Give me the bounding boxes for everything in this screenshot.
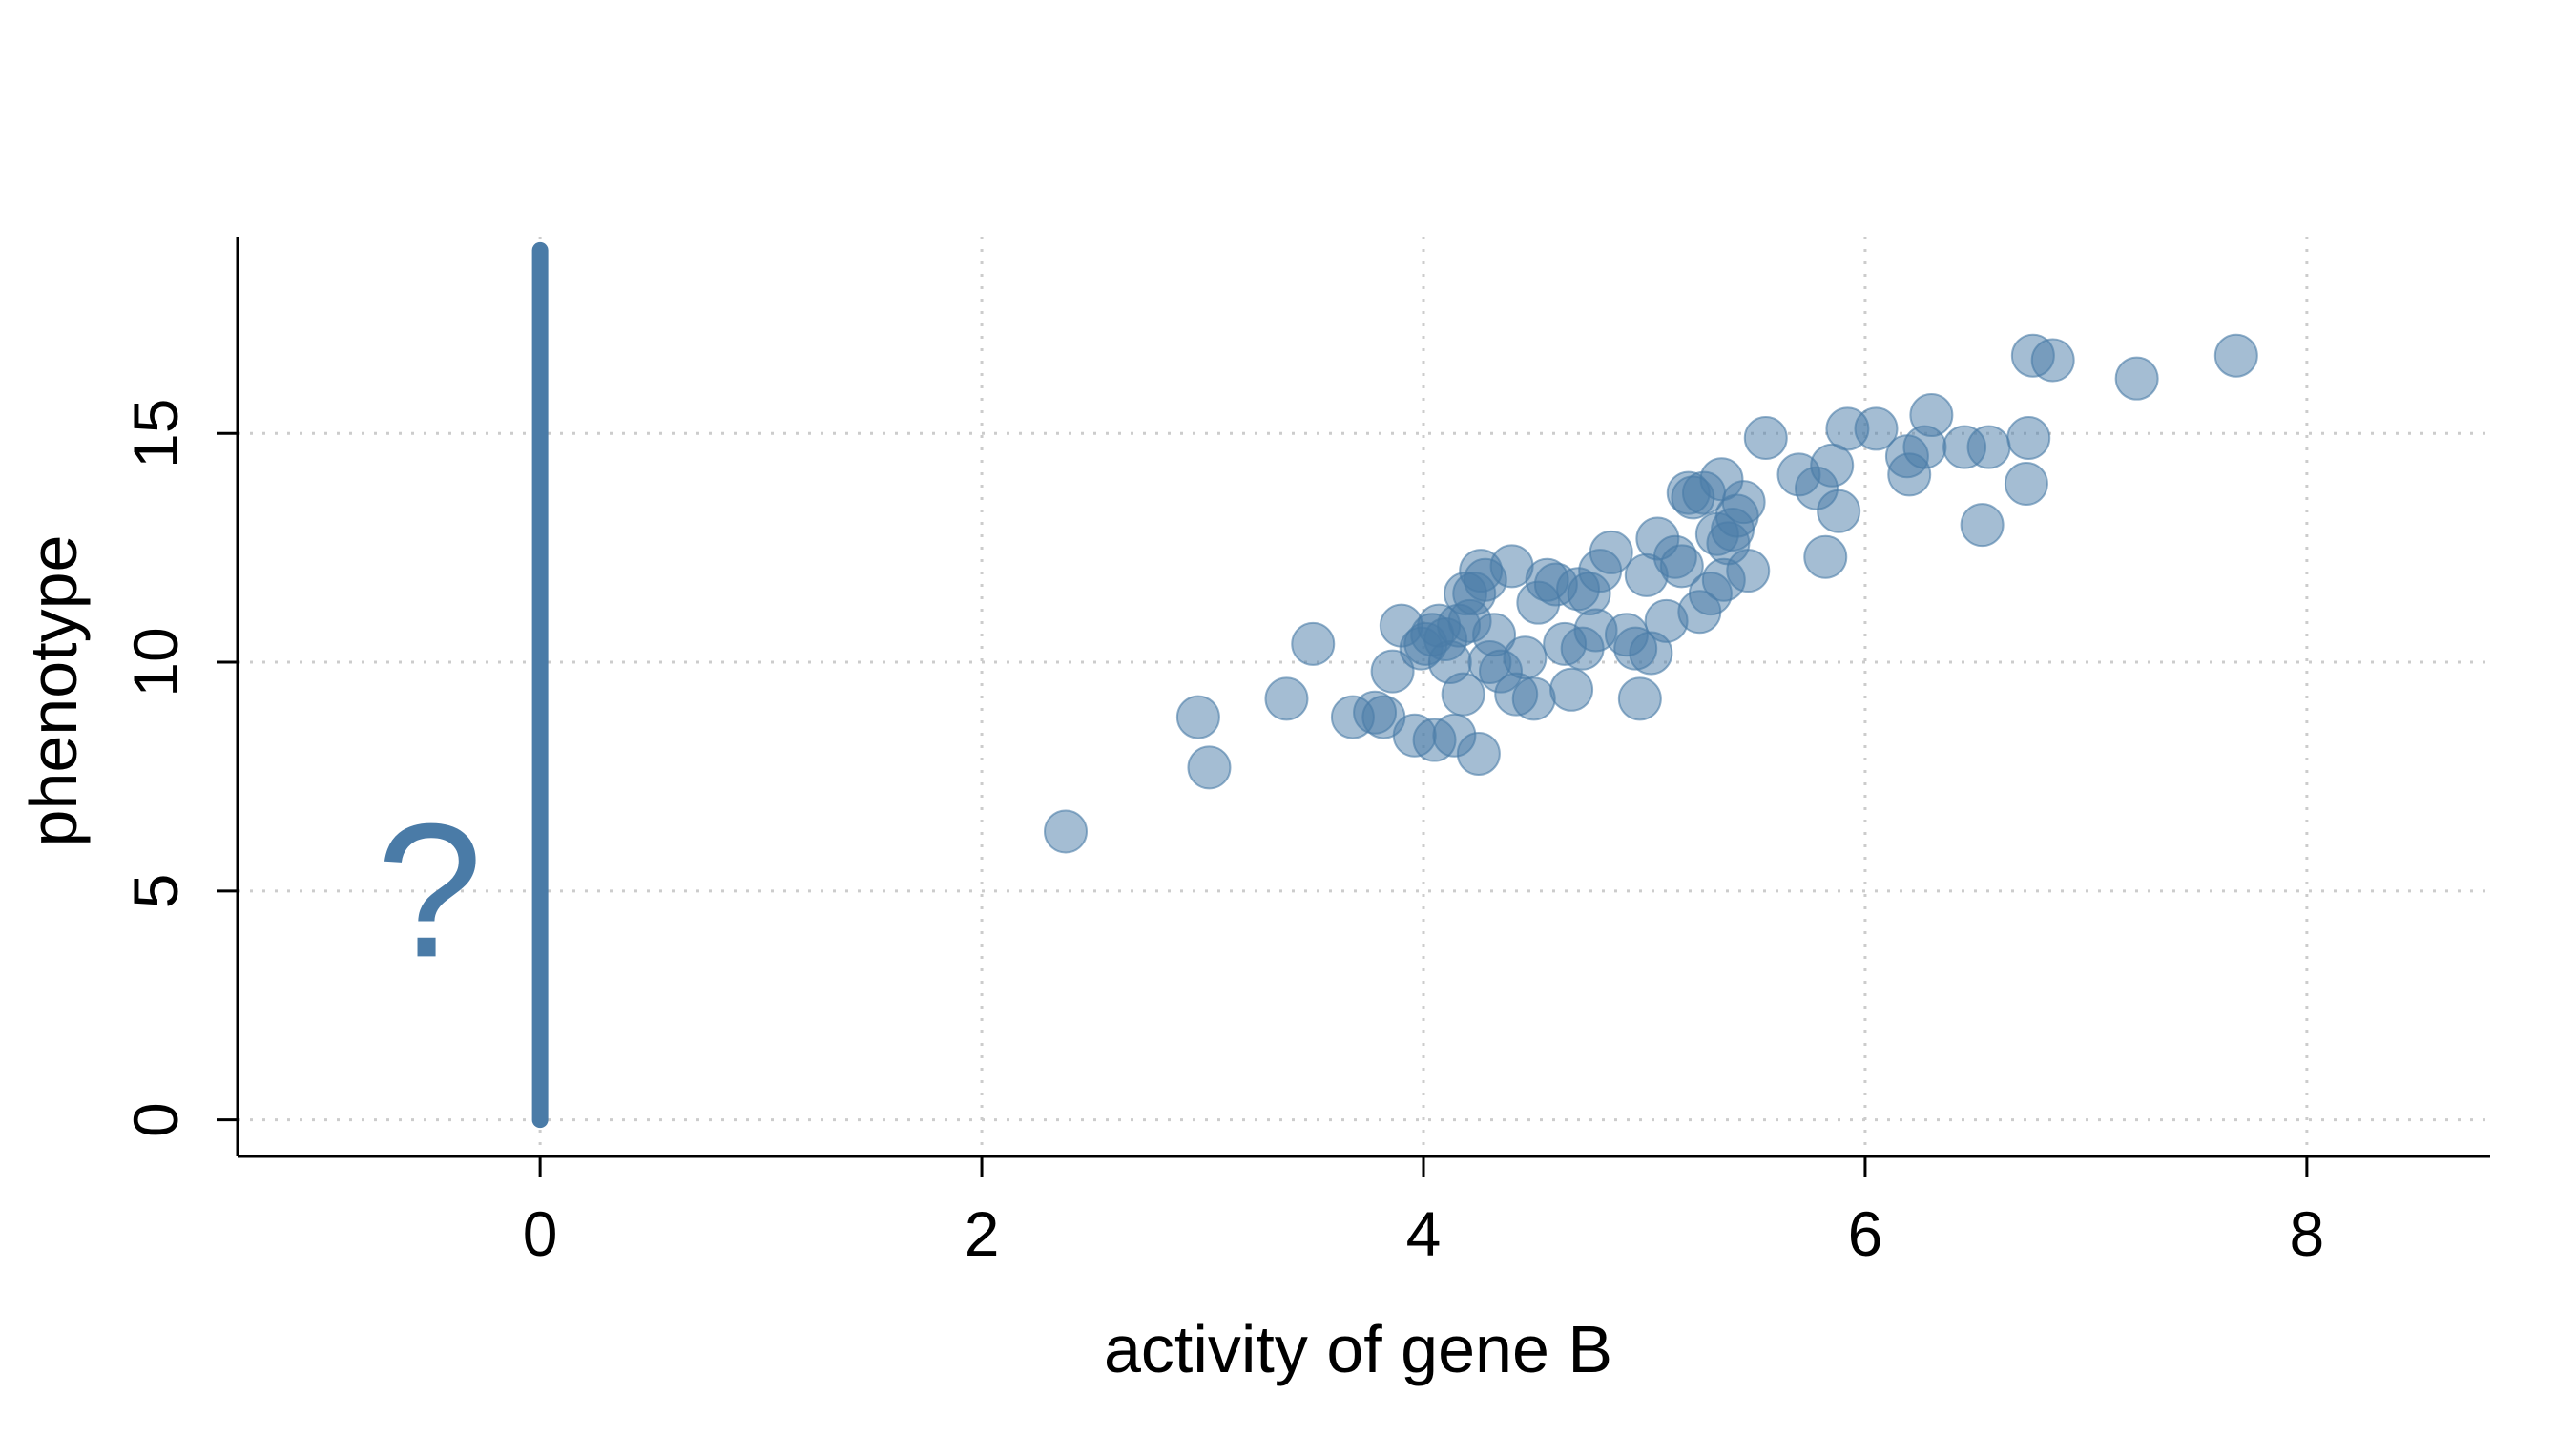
data-point (2004, 461, 2048, 506)
data-point (1909, 393, 1954, 438)
data-point (2006, 416, 2051, 461)
x-tick-label: 0 (523, 1198, 558, 1269)
data-point (1370, 649, 1415, 694)
data-point (1966, 425, 2011, 469)
data-point (1264, 676, 1309, 721)
data-point (1291, 621, 1336, 666)
data-point (1854, 406, 1899, 451)
y-tick-label: 15 (120, 399, 191, 468)
data-point (1960, 503, 2005, 548)
data-point (2213, 333, 2258, 378)
data-point (1187, 745, 1232, 790)
data-point (1617, 676, 1662, 721)
x-tick-label: 2 (965, 1198, 1000, 1269)
data-point (1175, 695, 1220, 739)
x-tick-label: 6 (1848, 1198, 1883, 1269)
data-point (1659, 544, 1704, 589)
data-point (1743, 416, 1788, 461)
data-point (1511, 676, 1556, 721)
data-point (1721, 480, 1766, 525)
data-point (1456, 731, 1501, 776)
data-point (1503, 635, 1548, 680)
data-point (1044, 809, 1089, 854)
y-tick-label: 0 (120, 1102, 191, 1137)
x-axis-title: activity of gene B (1104, 1312, 1612, 1386)
y-tick-label: 10 (120, 627, 191, 697)
data-point (2114, 356, 2159, 401)
y-tick-label: 5 (120, 873, 191, 908)
data-point (2030, 338, 2075, 383)
data-point (1810, 443, 1855, 488)
data-point (1441, 672, 1485, 717)
data-point (1803, 534, 1848, 579)
x-tick-label: 4 (1406, 1198, 1442, 1269)
data-point (1726, 549, 1771, 593)
y-axis-title: phenotype (16, 535, 91, 847)
data-point (1549, 667, 1594, 712)
data-point (1817, 489, 1861, 533)
x-tick-label: 8 (2290, 1198, 2325, 1269)
data-point (1589, 530, 1633, 574)
question-mark-annotation: ? (377, 784, 483, 997)
